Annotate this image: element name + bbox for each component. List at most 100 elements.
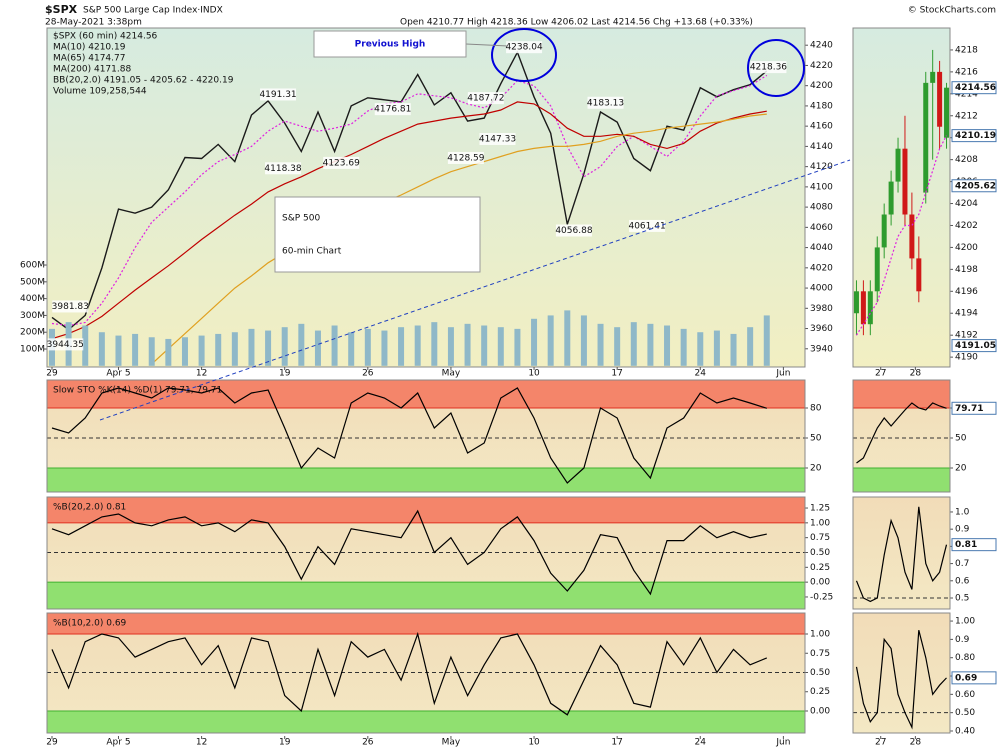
price-label: 3944.35 (47, 340, 84, 350)
y-tick-label: 3980 (810, 304, 833, 314)
series-line (51, 74, 768, 327)
volume-bar (763, 315, 770, 366)
y-tick-label: 4220 (810, 61, 833, 71)
y-tick-label: 4140 (810, 142, 833, 152)
volume-bar (447, 327, 454, 366)
price-label-bg (750, 61, 787, 74)
volume-bar (314, 330, 321, 366)
y-tick-label: 4060 (810, 223, 833, 233)
oversold-zone (852, 467, 951, 493)
x-tick-label: 28 (910, 369, 922, 379)
y-tick-label: 4192 (955, 331, 978, 341)
side-label-box (951, 129, 997, 143)
panel-title: %B(10,2.0) 0.69 (53, 619, 127, 629)
y-tick-label: 4200 (955, 243, 978, 253)
price-label-bg (587, 96, 624, 109)
price-label: 4123.69 (323, 158, 360, 168)
x-tick-label: 26 (362, 369, 374, 379)
panel-title: %B(20,2.0) 0.81 (53, 503, 126, 513)
side-label-box (951, 671, 997, 685)
price-label: 4118.38 (264, 164, 301, 174)
quote: Open 4210.77 High 4218.36 Low 4206.02 La… (400, 18, 753, 28)
y-tick-label: 1.00 (810, 518, 830, 528)
x-tick-label: 10 (528, 369, 540, 379)
series-line (51, 509, 767, 596)
volume-bar (165, 338, 172, 366)
y-tick-label: 1.00 (955, 617, 975, 627)
x-tick-label: Apr 5 (106, 369, 130, 379)
volume-bar (464, 323, 471, 366)
oversold-zone (46, 467, 806, 493)
volume-bar (614, 327, 621, 366)
price-label: 4238.04 (505, 43, 542, 53)
y2-tick-label: 400M (20, 294, 45, 304)
side-label: 0.81 (955, 540, 977, 550)
series-line (855, 135, 948, 336)
x-tick-label: 29 (46, 369, 58, 379)
side-label: 79.71 (955, 404, 983, 414)
volume-bar (497, 327, 504, 366)
volume-bar (564, 310, 571, 366)
volume-bar (514, 328, 521, 366)
y-tick-label: 1.0 (955, 507, 970, 517)
volume-bar (231, 332, 238, 366)
y-tick-label: 4194 (955, 309, 978, 319)
volume-bar (713, 330, 720, 366)
x-tick-label: 28 (910, 738, 922, 748)
candle-body (895, 148, 901, 182)
y-tick-label: 0.25 (810, 563, 830, 573)
price-label-bg (506, 41, 543, 54)
y-tick-label: 4202 (955, 221, 978, 231)
candle-body (923, 82, 929, 193)
volume-bar (148, 337, 155, 366)
y-tick-label: 0.6 (955, 576, 970, 586)
y-tick-label: 4198 (955, 265, 978, 275)
x-tick-label: 27 (875, 738, 886, 748)
panel-frame (852, 612, 951, 734)
series-line (151, 113, 767, 365)
y-tick-label: 4208 (955, 155, 978, 165)
price-label: 3981.83 (52, 302, 89, 312)
price-label: 4128.59 (447, 153, 484, 163)
series-line (51, 101, 767, 340)
panel-background (853, 28, 950, 367)
price-label-bg (447, 151, 484, 164)
panel-frame (46, 27, 806, 368)
y-tick-label: 4000 (810, 284, 833, 294)
price-label-bg (47, 338, 84, 351)
legend-entry: MA(10) 4210.19 (53, 43, 126, 53)
series-line (856, 402, 947, 464)
price-label-bg (629, 219, 666, 232)
panel-frame (852, 27, 951, 368)
y-tick-label: 0.50 (955, 708, 975, 718)
price-label: 4056.88 (555, 226, 592, 236)
y-tick-label: 3960 (810, 324, 833, 334)
series-line (51, 387, 767, 484)
x-tick-label: May (442, 738, 461, 748)
x-tick-label: 27 (875, 369, 886, 379)
panel-title: Slow STO %K(14) %D(1) 79.71, 79.71 (53, 386, 222, 396)
x-tick-label: Apr 5 (106, 738, 130, 748)
legend-entry: BB(20,2.0) 4191.05 - 4205.62 - 4220.19 (53, 76, 234, 86)
y-tick-label: 0.75 (810, 649, 830, 659)
x-tick-label: Jun (775, 369, 790, 379)
y-tick-label: 4240 (810, 41, 833, 51)
y2-tick-label: 600M (20, 261, 45, 271)
volume-bar (647, 323, 654, 366)
x-tick-label: 12 (196, 369, 207, 379)
y-tick-label: 4180 (810, 101, 833, 111)
y-tick-label: 4080 (810, 203, 833, 213)
candle-body (909, 214, 915, 259)
callout-text: 60-min Chart (282, 247, 342, 257)
y-tick-label: 20 (810, 464, 822, 474)
oversold-zone (46, 581, 806, 610)
price-label-bg (555, 224, 592, 237)
oversold-zone (46, 710, 806, 734)
x-tick-label: 17 (611, 738, 622, 748)
side-label: 4214.56 (955, 83, 996, 93)
price-label: 4183.13 (587, 98, 624, 108)
volume-bar (481, 325, 488, 366)
x-tick-label: 24 (695, 369, 707, 379)
volume-bar (697, 332, 704, 366)
volume-bar (381, 330, 388, 366)
